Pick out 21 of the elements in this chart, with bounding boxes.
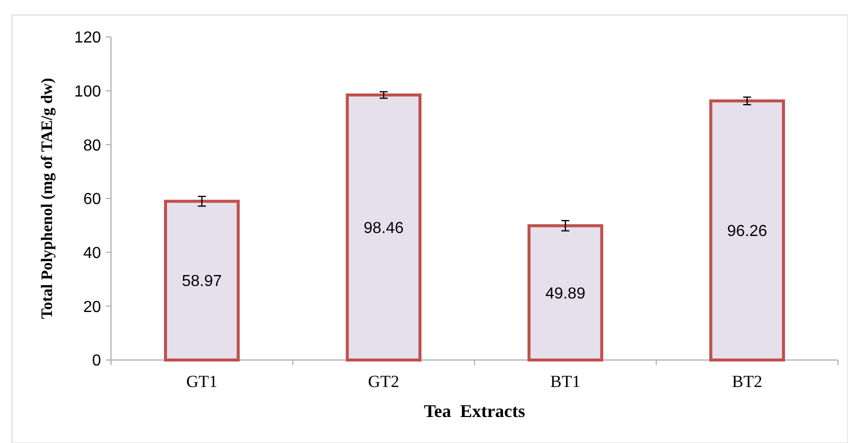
y-tick-label: 40 [83, 244, 102, 262]
bar [164, 200, 240, 362]
x-tick-label: GT2 [368, 372, 400, 391]
y-tick-label: 80 [83, 137, 102, 154]
x-tick-label: BT1 [550, 372, 580, 391]
y-tick-label: 20 [83, 298, 102, 316]
x-tick-label: GT1 [186, 372, 218, 391]
y-tick-label: 60 [83, 191, 102, 208]
data-label: 98.46 [364, 220, 404, 238]
data-label: 58.97 [182, 273, 222, 290]
y-tick-label: 100 [74, 83, 102, 100]
bar [709, 99, 785, 362]
y-tick-label: 120 [74, 30, 102, 47]
data-label: 49.89 [545, 285, 586, 302]
bar [346, 93, 422, 362]
x-axis-title: Tea Extracts [424, 401, 526, 421]
data-label: 96.26 [727, 223, 768, 240]
y-axis-title: Total Polyphenol (mg of TAE/g dw) [39, 78, 56, 320]
y-tick-label: 0 [92, 352, 102, 370]
x-tick-label: BT2 [732, 372, 762, 391]
bar [528, 224, 604, 362]
